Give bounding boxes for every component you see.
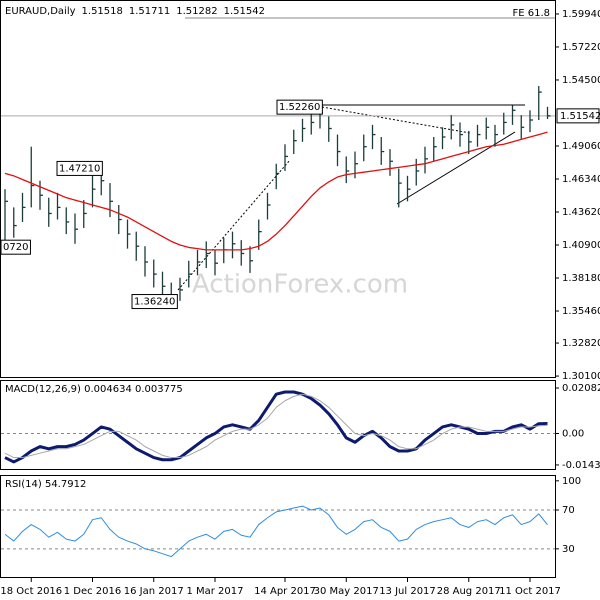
y-tick-label: 1.30100 (562, 371, 600, 382)
annotation: 1.36240 (131, 294, 178, 310)
y-tick-label: 1.46340 (562, 174, 600, 185)
annotation: 1.47210 (56, 160, 103, 176)
y-tick-label: 1.49060 (562, 141, 600, 152)
header-value: 1.51542 (224, 6, 265, 17)
annotation-label: 1.52260 (279, 102, 320, 113)
annotation: 1.52260 (276, 99, 323, 115)
annotation-label: 1.36240 (134, 297, 175, 308)
y-tick-label: 1.54500 (562, 75, 600, 86)
panel-title: RSI(14) 54.7912 (5, 479, 86, 490)
series-line (4, 505, 548, 558)
annotation-box (276, 99, 323, 115)
x-tick-label: 16 Jan 2017 (124, 586, 184, 597)
annotation-box (131, 294, 178, 310)
series-line (4, 393, 548, 459)
series-line (4, 390, 548, 464)
annotation-label: 0720 (3, 242, 28, 253)
x-tick-label: 1 Dec 2016 (64, 586, 122, 597)
y-tick-label: 1.32820 (562, 338, 600, 349)
annotation: 0720 (0, 239, 31, 255)
y-tick-label: 30 (562, 544, 575, 555)
header-value: 1.51282 (176, 6, 217, 17)
x-tick-label: 11 Oct 2017 (499, 586, 561, 597)
trendline (396, 131, 516, 205)
title: EURAUD,Daily (5, 6, 76, 17)
y-tick-label: 0.00 (562, 429, 584, 440)
last-price-label: 1.51542 (560, 111, 600, 122)
annotation-box (0, 239, 31, 255)
x-tick-label: 1 Mar 2017 (186, 586, 243, 597)
y-tick-label: 1.43620 (562, 207, 600, 218)
rsi-frame (0, 475, 556, 578)
price-frame (0, 0, 556, 378)
y-tick-label: 1.59940 (562, 9, 600, 20)
x-tick-label: 28 Aug 2017 (437, 586, 501, 597)
x-tick-label: 13 Jul 2017 (379, 586, 436, 597)
annotation-label: 1.47210 (59, 163, 100, 174)
trendlines (177, 104, 525, 291)
x-tick-label: 18 Oct 2016 (0, 586, 62, 597)
y-tick-label: 0.020827 (562, 383, 600, 394)
y-tick-label: 1.40900 (562, 240, 600, 251)
x-tick-label: 14 Apr 2017 (254, 586, 316, 597)
fe-label: FE 61.8 (512, 8, 550, 19)
x-tick-label: 30 May 2017 (314, 586, 379, 597)
y-tick-label: 1.35460 (562, 306, 600, 317)
trendline (321, 106, 471, 134)
header-value: 1.51711 (129, 6, 170, 17)
series-line (4, 131, 548, 251)
y-tick-label: 100 (562, 476, 581, 487)
watermark: ActionForex.com (192, 270, 408, 300)
trendline (177, 159, 291, 291)
y-tick-label: -0.014386 (562, 460, 600, 471)
y-tick-label: 1.57220 (562, 42, 600, 53)
annotation-box (56, 160, 103, 176)
header-value: 1.51518 (82, 6, 123, 17)
y-tick-label: 1.38180 (562, 273, 600, 284)
chart-title: EURAUD,Daily 1.51518 1.51711 1.51282 1.51542 (5, 6, 265, 17)
macd-frame (0, 380, 556, 470)
y-tick-label: 70 (562, 505, 575, 516)
panel-title: MACD(12,26,9) 0.004634 0.003775 (5, 384, 183, 395)
last-price-box (556, 108, 600, 124)
